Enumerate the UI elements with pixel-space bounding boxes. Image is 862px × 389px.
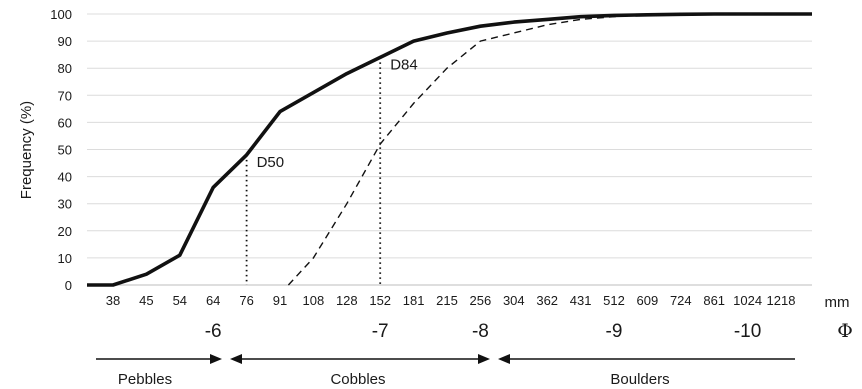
x-tick-label: 431 (570, 293, 592, 308)
phi-label: -6 (205, 321, 222, 342)
y-tick-label: 60 (58, 115, 72, 130)
x-tick-label: 362 (536, 293, 558, 308)
x-tick-label: 609 (637, 293, 659, 308)
y-tick-label: 0 (65, 278, 72, 293)
x-tick-label: 215 (436, 293, 458, 308)
size-class-arrows (96, 354, 795, 364)
x-tick-label: 861 (703, 293, 725, 308)
y-tick-label: 100 (50, 7, 72, 22)
y-tick-label: 80 (58, 61, 72, 76)
x-tick-label: 1024 (733, 293, 762, 308)
x-axis-ticks: 38 45 54 64 76 91 108 128 152 181 215 256 304 362 431 5… (106, 293, 796, 308)
class-label-boulders: Boulders (610, 371, 669, 388)
y-tick-label: 10 (58, 251, 72, 266)
x-tick-label: 76 (239, 293, 253, 308)
x-tick-label: 304 (503, 293, 525, 308)
x-tick-label: 91 (273, 293, 287, 308)
x-tick-label: 724 (670, 293, 692, 308)
x-tick-label: 512 (603, 293, 625, 308)
annotation-label-d84: D84 (390, 56, 418, 73)
series-line-dashed (287, 13, 812, 286)
x-tick-label: 45 (139, 293, 153, 308)
annotation-label-d50: D50 (257, 154, 285, 171)
x-tick-label: 152 (369, 293, 391, 308)
phi-label: -9 (606, 321, 623, 342)
annotation-lines (245, 57, 382, 285)
class-label-cobbles: Cobbles (330, 371, 385, 388)
y-tick-label: 40 (58, 170, 72, 185)
x-tick-label: 1218 (767, 293, 796, 308)
y-tick-label: 90 (58, 34, 72, 49)
phi-label: -8 (472, 321, 489, 342)
series-line-solid (87, 12, 812, 287)
y-tick-label: 20 (58, 224, 72, 239)
x-tick-label: 181 (403, 293, 425, 308)
y-axis-ticks: 0 10 20 30 40 50 60 70 80 90 100 (50, 7, 72, 293)
y-tick-label: 30 (58, 197, 72, 212)
phi-symbol: Φ (837, 320, 853, 342)
x-tick-label: 128 (336, 293, 358, 308)
y-axis-label: Frequency (%) (18, 101, 35, 199)
phi-label: -10 (734, 321, 761, 342)
x-tick-label: 64 (206, 293, 220, 308)
y-tick-label: 70 (58, 88, 72, 103)
phi-label: -7 (372, 321, 389, 342)
x-tick-label: 38 (106, 293, 120, 308)
x-tick-label: 256 (470, 293, 492, 308)
y-tick-label: 50 (58, 143, 72, 158)
class-label-pebbles: Pebbles (118, 371, 172, 388)
phi-scale: -6 -7 -8 -9 -10 (205, 321, 762, 342)
x-tick-label: 54 (173, 293, 187, 308)
x-tick-label: 108 (303, 293, 325, 308)
annotation-labels: D50 D84 (257, 56, 418, 171)
x-unit-label: mm (825, 294, 850, 311)
